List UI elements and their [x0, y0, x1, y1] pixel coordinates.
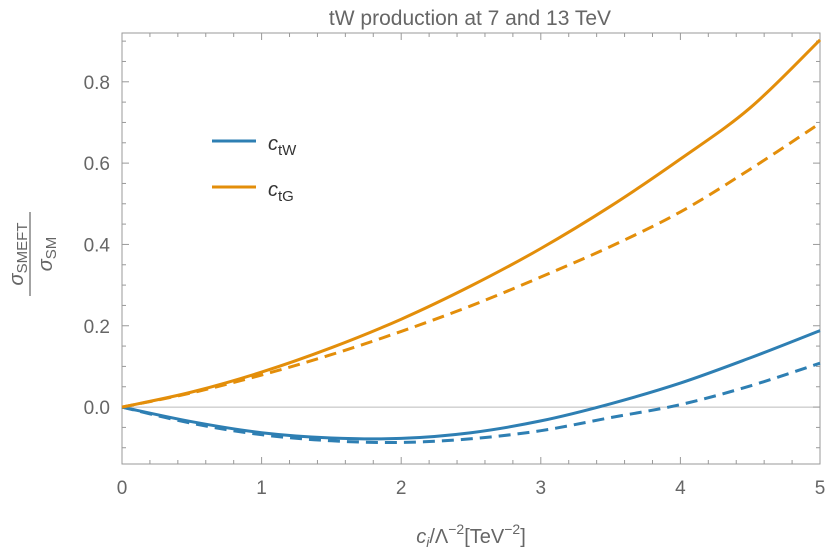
x-tick-label: 1 — [256, 478, 267, 499]
y-tick-label: 0.6 — [84, 154, 110, 175]
x-tick-label: 4 — [675, 478, 686, 499]
x-tick-label: 5 — [815, 478, 826, 499]
y-tick-label: 0.0 — [84, 398, 110, 419]
series-ctw-13tev — [121, 329, 821, 441]
y-axis-label: σSMEFT σSM — [6, 212, 60, 296]
x-axis-label: ci/Λ−2[TeV−2] — [416, 521, 526, 550]
x-tick-label: 2 — [396, 478, 407, 499]
x-axis: 0 1 2 3 4 5 — [117, 33, 826, 499]
y-axis-label-denominator: σSM — [35, 237, 60, 272]
y-tick-label: 0.8 — [84, 73, 110, 94]
y-tick-label: 0.2 — [84, 317, 110, 338]
plot-frame — [121, 32, 821, 465]
series-group — [121, 38, 822, 445]
legend-label-ctw: ctW — [268, 133, 297, 159]
x-tick-label: 0 — [117, 478, 128, 499]
series-ctg-7tev — [121, 122, 821, 409]
series-ctg-13tev — [121, 38, 822, 409]
legend: ctW ctG — [212, 133, 297, 205]
series-ctw-7tev — [121, 361, 821, 445]
x-tick-label: 3 — [536, 478, 547, 499]
legend-label-ctg: ctG — [268, 179, 294, 205]
y-tick-label: 0.4 — [84, 235, 111, 256]
chart-title: tW production at 7 and 13 TeV — [329, 7, 611, 30]
y-axis: 0.0 0.2 0.4 0.6 0.8 — [84, 40, 820, 449]
y-axis-label-numerator: σSMEFT — [6, 223, 31, 286]
